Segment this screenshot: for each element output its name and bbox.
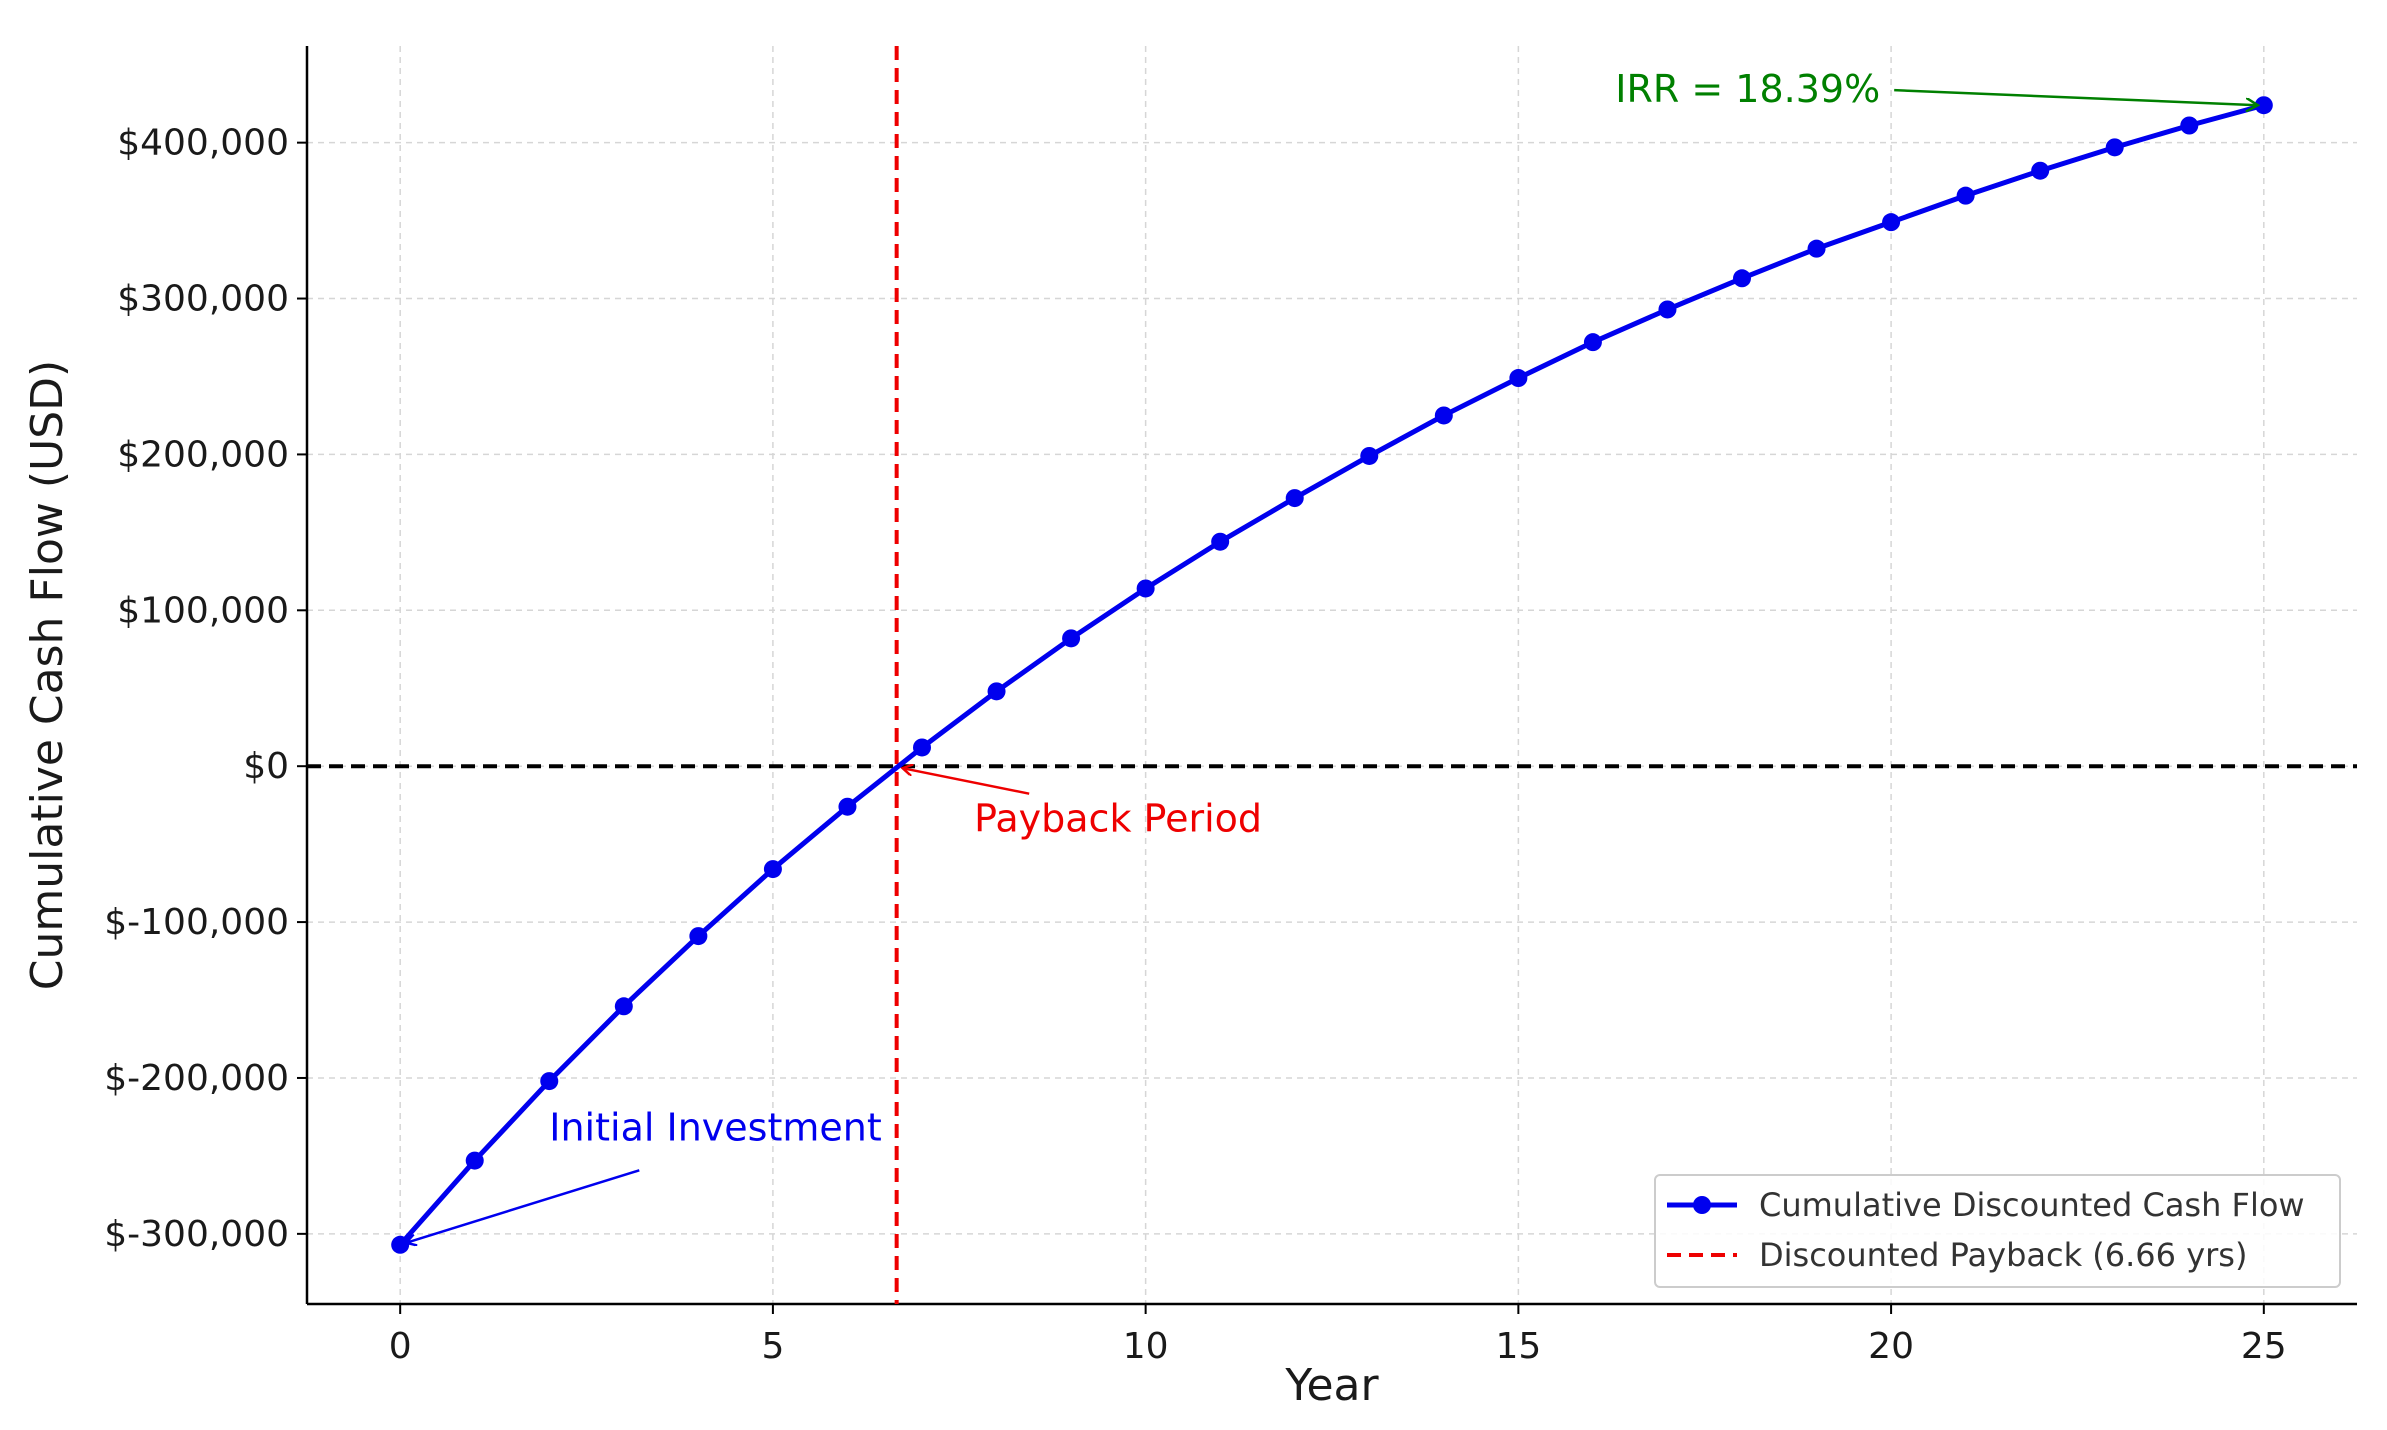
data-point	[1434, 406, 1453, 425]
data-point	[1807, 239, 1826, 258]
grid	[307, 46, 2357, 1304]
annotation-arrow	[1894, 88, 2258, 105]
annotation-arrow	[406, 1169, 640, 1242]
y-tick-label: $100,000	[117, 590, 289, 631]
y-tick-label: $-300,000	[104, 1214, 289, 1255]
data-point	[987, 682, 1006, 701]
y-tick-label: $400,000	[117, 123, 289, 164]
data-point	[391, 1235, 410, 1254]
series	[391, 96, 2273, 1254]
y-tick-label: $300,000	[117, 279, 289, 320]
data-point	[1658, 300, 1677, 319]
y-tick-label: $-200,000	[104, 1058, 289, 1099]
legend-box	[1654, 1174, 2341, 1288]
x-tick-label: 20	[1868, 1326, 1914, 1367]
reference-lines	[307, 46, 2357, 1304]
annotation-label: Initial Investment	[549, 1105, 881, 1149]
ticks: 0 5 10 15 20 25 $-300,000 $-200,000 $-100,000 $0 $…	[104, 123, 2286, 1367]
data-point	[1882, 213, 1901, 232]
legend-label-payback: Discounted Payback (6.66 yrs)	[1759, 1236, 2247, 1274]
series-line	[398, 102, 2265, 1247]
data-point	[838, 797, 857, 816]
y-axis-label: Cumulative Cash Flow (USD)	[22, 360, 73, 990]
data-point	[1509, 369, 1528, 388]
axes	[305, 46, 2357, 1306]
data-point	[1062, 629, 1081, 648]
legend-marker-series	[1693, 1196, 1711, 1214]
data-point	[763, 860, 782, 879]
data-point	[913, 738, 931, 757]
data-point	[2180, 116, 2199, 135]
x-tick-label: 25	[2241, 1326, 2287, 1367]
legend: Cumulative Discounted Cash Flow Discount…	[1654, 1174, 2341, 1288]
x-axis-label: Year	[1284, 1360, 1379, 1411]
annotation-label: Payback Period	[974, 797, 1262, 841]
data-point	[1211, 532, 1230, 551]
data-point	[1733, 269, 1751, 288]
x-tick-label: 15	[1495, 1326, 1541, 1367]
x-tick-label: 10	[1123, 1326, 1169, 1367]
annotation-arrow	[903, 768, 1030, 795]
data-point	[1583, 333, 1602, 352]
data-point	[465, 1151, 484, 1170]
data-point	[2031, 161, 2050, 180]
data-point	[540, 1072, 559, 1091]
y-tick-label: $0	[243, 746, 289, 787]
y-tick-label: $-100,000	[104, 902, 289, 943]
data-point	[1136, 579, 1155, 598]
legend-label-series: Cumulative Discounted Cash Flow	[1759, 1186, 2305, 1224]
x-tick-label: 0	[389, 1326, 412, 1367]
data-point	[2105, 138, 2124, 157]
x-tick-label: 5	[761, 1326, 784, 1367]
data-point	[689, 927, 708, 946]
annotation-label: IRR = 18.39%	[1615, 67, 1880, 111]
data-point	[1285, 489, 1304, 508]
data-point	[1956, 186, 1975, 205]
y-tick-label: $200,000	[117, 434, 289, 475]
annotations: Initial Investment Payback Period IRR = 18…	[406, 67, 2258, 1243]
data-point	[1360, 446, 1379, 465]
data-point	[614, 997, 633, 1016]
